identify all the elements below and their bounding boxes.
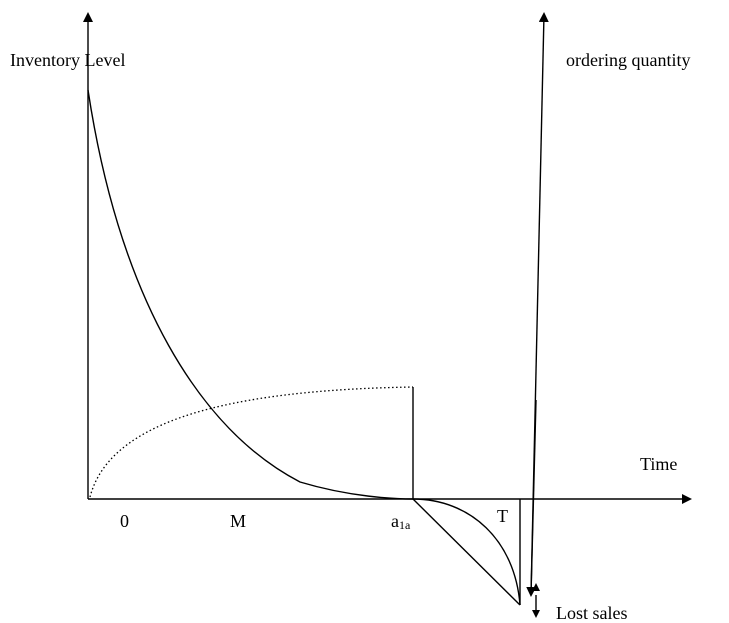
lost-sales-down-arrow (532, 610, 540, 618)
tick-m: M (230, 511, 246, 531)
tick-a-subscript: 1a (399, 518, 411, 532)
right-axis-label: ordering quantity (566, 50, 690, 70)
tick-t: T (497, 506, 508, 526)
dotted-order-curve (89, 386, 414, 498)
shortage-curve (412, 498, 521, 606)
shortage-line (412, 498, 521, 606)
lost-sales-up-arrow (532, 583, 540, 591)
tick-a-base: a (391, 511, 399, 531)
y-axis-label: Inventory Level (10, 50, 125, 70)
inventory-decay-curve (87, 89, 414, 500)
ordering-quantity-lower-arrow (526, 399, 537, 597)
tick-a1a: a1a (391, 511, 411, 532)
tick-0: 0 (120, 511, 129, 531)
lost-sales-label: Lost sales (556, 603, 628, 623)
x-axis-label: Time (640, 454, 677, 474)
